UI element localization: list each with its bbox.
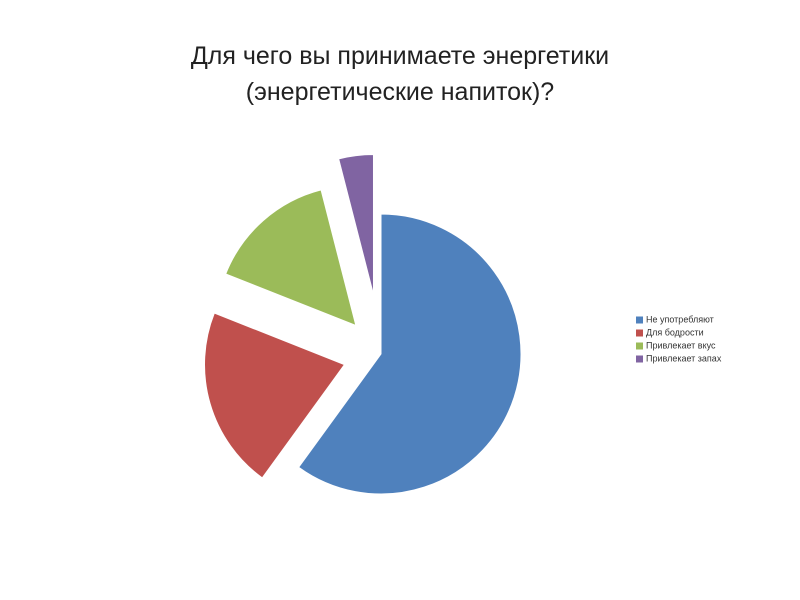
- pie-slice: [225, 189, 357, 327]
- pie-slice: [204, 312, 346, 479]
- pie-slice: [338, 153, 374, 295]
- legend-swatch: [636, 329, 643, 337]
- pie-slice: [298, 213, 522, 495]
- legend-label: Для бодрости: [646, 327, 704, 337]
- legend-label: Привлекает запах: [646, 353, 722, 363]
- legend-swatch: [636, 342, 643, 350]
- legend-swatch: [636, 316, 643, 324]
- chart-title: Для чего вы принимаете энергетики (энерг…: [190, 42, 610, 106]
- legend-label: Не употребляют: [646, 314, 714, 324]
- legend-swatch: [636, 355, 643, 363]
- legend-label: Привлекает вкус: [646, 340, 716, 350]
